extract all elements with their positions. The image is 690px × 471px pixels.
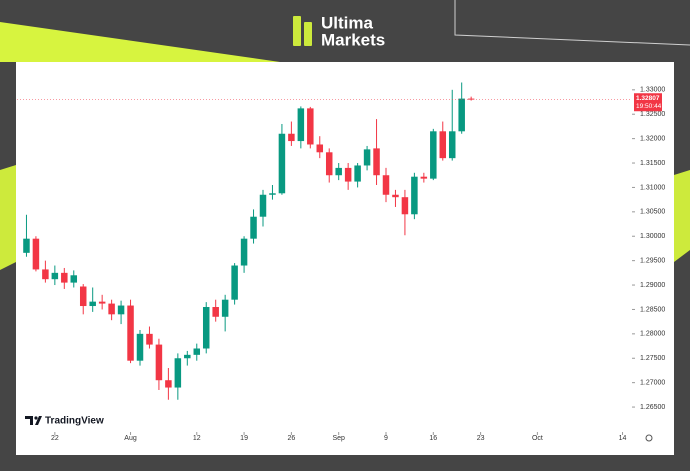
candle-body — [288, 133, 295, 142]
candle-body — [108, 303, 115, 315]
last-price-label: 1.32807 — [636, 95, 660, 102]
candle-body — [32, 238, 40, 270]
logo-bar — [293, 16, 301, 46]
candle-body — [448, 131, 456, 159]
brand-name: Ultima — [321, 13, 374, 32]
candle-body — [401, 197, 409, 215]
candle-body — [467, 98, 475, 100]
accent-left — [0, 165, 16, 270]
x-tick-label: 19 — [240, 435, 248, 442]
countdown: 19:50:44 — [636, 103, 662, 110]
y-tick-label: 1.27000 — [640, 380, 665, 387]
x-tick-label: Aug — [124, 435, 137, 442]
candle-body — [127, 305, 134, 361]
candle-body — [363, 149, 371, 166]
y-tick-label: 1.33000 — [640, 87, 665, 94]
candle-body — [23, 238, 30, 253]
candle-body — [70, 275, 78, 283]
candle-body — [89, 301, 96, 307]
y-tick-label: 1.32000 — [640, 135, 665, 142]
candle-body — [212, 307, 219, 317]
watermark: TradingView — [45, 416, 104, 427]
y-tick-label: 1.31000 — [640, 184, 665, 191]
x-tick-label: 14 — [619, 435, 627, 442]
x-tick-label: 26 — [287, 435, 295, 442]
y-tick-label: 1.26500 — [640, 404, 665, 411]
candle-body — [307, 108, 314, 145]
candle-body — [278, 133, 286, 194]
candle-body — [344, 167, 352, 182]
candle-body — [231, 265, 238, 300]
candle-body — [51, 272, 59, 280]
x-tick-label: 22 — [51, 435, 59, 442]
candle-body — [250, 216, 257, 239]
candle-body — [411, 176, 418, 215]
candle-body — [430, 131, 437, 179]
candle-body — [117, 305, 125, 315]
candle-body — [316, 144, 324, 153]
y-tick-label: 1.28000 — [640, 331, 665, 338]
y-tick-label: 1.27500 — [640, 355, 665, 362]
plot: 1.26500 1.27000 1.27500 1.28000 1.28500 1.290… — [17, 82, 665, 442]
candle-body — [420, 176, 428, 179]
candle-body — [354, 165, 361, 182]
candle-body — [136, 333, 144, 361]
candle-body — [155, 344, 163, 381]
x-tick-label: 16 — [429, 435, 437, 442]
candle-body — [174, 358, 182, 388]
candle-body — [193, 348, 201, 355]
y-tick-label: 1.29500 — [640, 257, 665, 264]
tv-icon-dot — [34, 416, 38, 420]
x-tick-label: Oct — [532, 435, 543, 442]
candle-body — [297, 108, 305, 142]
candle-body — [98, 301, 106, 304]
candle-body — [392, 194, 399, 198]
x-tick-label: 23 — [477, 435, 485, 442]
candle-body — [61, 272, 68, 283]
x-tick-label: Sep — [332, 435, 345, 442]
candle-body — [146, 333, 153, 345]
candle-body — [325, 152, 333, 176]
candle-body — [458, 98, 465, 132]
candle-body — [184, 354, 191, 359]
y-tick-label: 1.29000 — [640, 282, 665, 289]
candle-body — [42, 269, 49, 280]
candle-body — [439, 131, 447, 159]
candle-body — [269, 193, 276, 195]
tv-icon — [25, 416, 42, 425]
y-tick-label: 1.30500 — [640, 209, 665, 216]
x-tick-label: 12 — [193, 435, 201, 442]
tv-logo: TradingView — [25, 416, 104, 427]
last-price-box — [634, 93, 662, 112]
candle-body — [335, 167, 342, 176]
x-tick-label: 9 — [384, 435, 388, 442]
candle-body — [240, 238, 248, 266]
y-tick-label: 1.30000 — [640, 233, 665, 240]
candle-body — [221, 299, 229, 317]
candle-body — [259, 194, 267, 217]
candle-body — [382, 175, 390, 195]
chart-panel — [16, 62, 674, 455]
brand-name: Markets — [321, 30, 385, 49]
logo: Ultima Markets — [293, 13, 385, 49]
candle-body — [202, 307, 210, 349]
y-tick-label: 1.31500 — [640, 160, 665, 167]
settings-icon[interactable] — [645, 434, 653, 442]
accent-band — [0, 22, 280, 62]
candle-body — [165, 380, 172, 388]
logo-bar — [304, 22, 312, 46]
y-tick-label: 1.28500 — [640, 306, 665, 313]
candle-body — [373, 148, 380, 176]
accent-right — [674, 170, 690, 262]
decor-line — [454, 0, 690, 46]
candle-body — [79, 286, 87, 307]
y-tick-label: 1.32500 — [640, 111, 665, 118]
